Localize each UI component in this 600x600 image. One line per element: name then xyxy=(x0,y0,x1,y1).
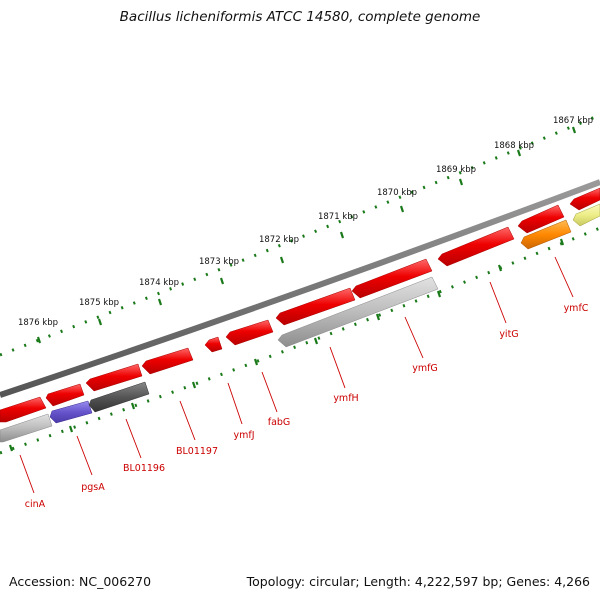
scale-major-ticks xyxy=(36,126,577,344)
gene-arrow[interactable] xyxy=(569,187,600,211)
scale-label-1870: 1870 kbp xyxy=(377,188,417,198)
genome-backbone xyxy=(0,179,600,398)
accession-text: Accession: NC_006270 xyxy=(9,574,152,589)
scale-label-1871: 1871 kbp xyxy=(318,212,358,222)
gene-label-fabG[interactable]: fabG xyxy=(268,417,291,428)
scale-label-1873: 1873 kbp xyxy=(199,257,239,267)
scale-label-1875: 1875 kbp xyxy=(79,298,119,308)
scale-label-1876: 1876 kbp xyxy=(18,318,58,328)
scale-labels: 1867 kbp 1868 kbp 1869 kbp 1870 kbp 1871… xyxy=(18,116,593,328)
gene-arrow[interactable] xyxy=(141,347,194,375)
scale-label-1868: 1868 kbp xyxy=(494,141,534,151)
gene-arrow[interactable] xyxy=(204,336,223,353)
gene-arrow[interactable] xyxy=(437,226,515,267)
gene-label-pgsA[interactable]: pgsA xyxy=(81,482,105,493)
gene-labels: ymfC yitG ymfG ymfH fabG ymfJ BL01197 BL… xyxy=(25,303,589,510)
gene-arrow[interactable] xyxy=(0,396,47,423)
scale-label-1872: 1872 kbp xyxy=(259,235,299,245)
gene-box-gray[interactable] xyxy=(0,413,53,443)
scale-label-1869: 1869 kbp xyxy=(436,165,476,175)
gene-label-ymfJ[interactable]: ymfJ xyxy=(233,430,254,441)
gene-label-ymfG[interactable]: ymfG xyxy=(412,363,438,374)
scale-label-1867: 1867 kbp xyxy=(553,116,593,126)
gene-label-ymfH[interactable]: ymfH xyxy=(333,393,358,404)
label-leaders xyxy=(19,256,574,494)
gene-arrow[interactable] xyxy=(517,204,565,234)
gene-label-BL01197[interactable]: BL01197 xyxy=(176,446,218,457)
gene-arrow[interactable] xyxy=(275,287,356,326)
reverse-strand-genes xyxy=(0,203,600,443)
gene-label-BL01196[interactable]: BL01196 xyxy=(123,463,165,474)
gene-label-cinA[interactable]: cinA xyxy=(25,499,46,510)
map-title: Bacillus licheniformis ATCC 14580, compl… xyxy=(119,9,481,25)
gene-label-yitG[interactable]: yitG xyxy=(499,329,518,340)
gene-arrow[interactable] xyxy=(225,319,274,346)
gene-arrow[interactable] xyxy=(85,363,143,392)
gene-arrow[interactable] xyxy=(45,383,85,407)
forward-strand-genes xyxy=(0,187,600,423)
gene-box-darkgray[interactable] xyxy=(88,381,150,413)
gene-box-blue[interactable] xyxy=(49,400,93,424)
scale-label-1874: 1874 kbp xyxy=(139,278,179,288)
gene-arrow[interactable] xyxy=(351,258,433,299)
gene-label-ymfC[interactable]: ymfC xyxy=(564,303,589,314)
genome-stats-text: Topology: circular; Length: 4,222,597 bp… xyxy=(246,574,590,589)
gene-box-yellow[interactable] xyxy=(572,203,600,227)
gene-box-orange[interactable] xyxy=(520,219,572,250)
inner-ring-ticks xyxy=(8,238,565,452)
gene-box-gray[interactable] xyxy=(277,276,439,348)
